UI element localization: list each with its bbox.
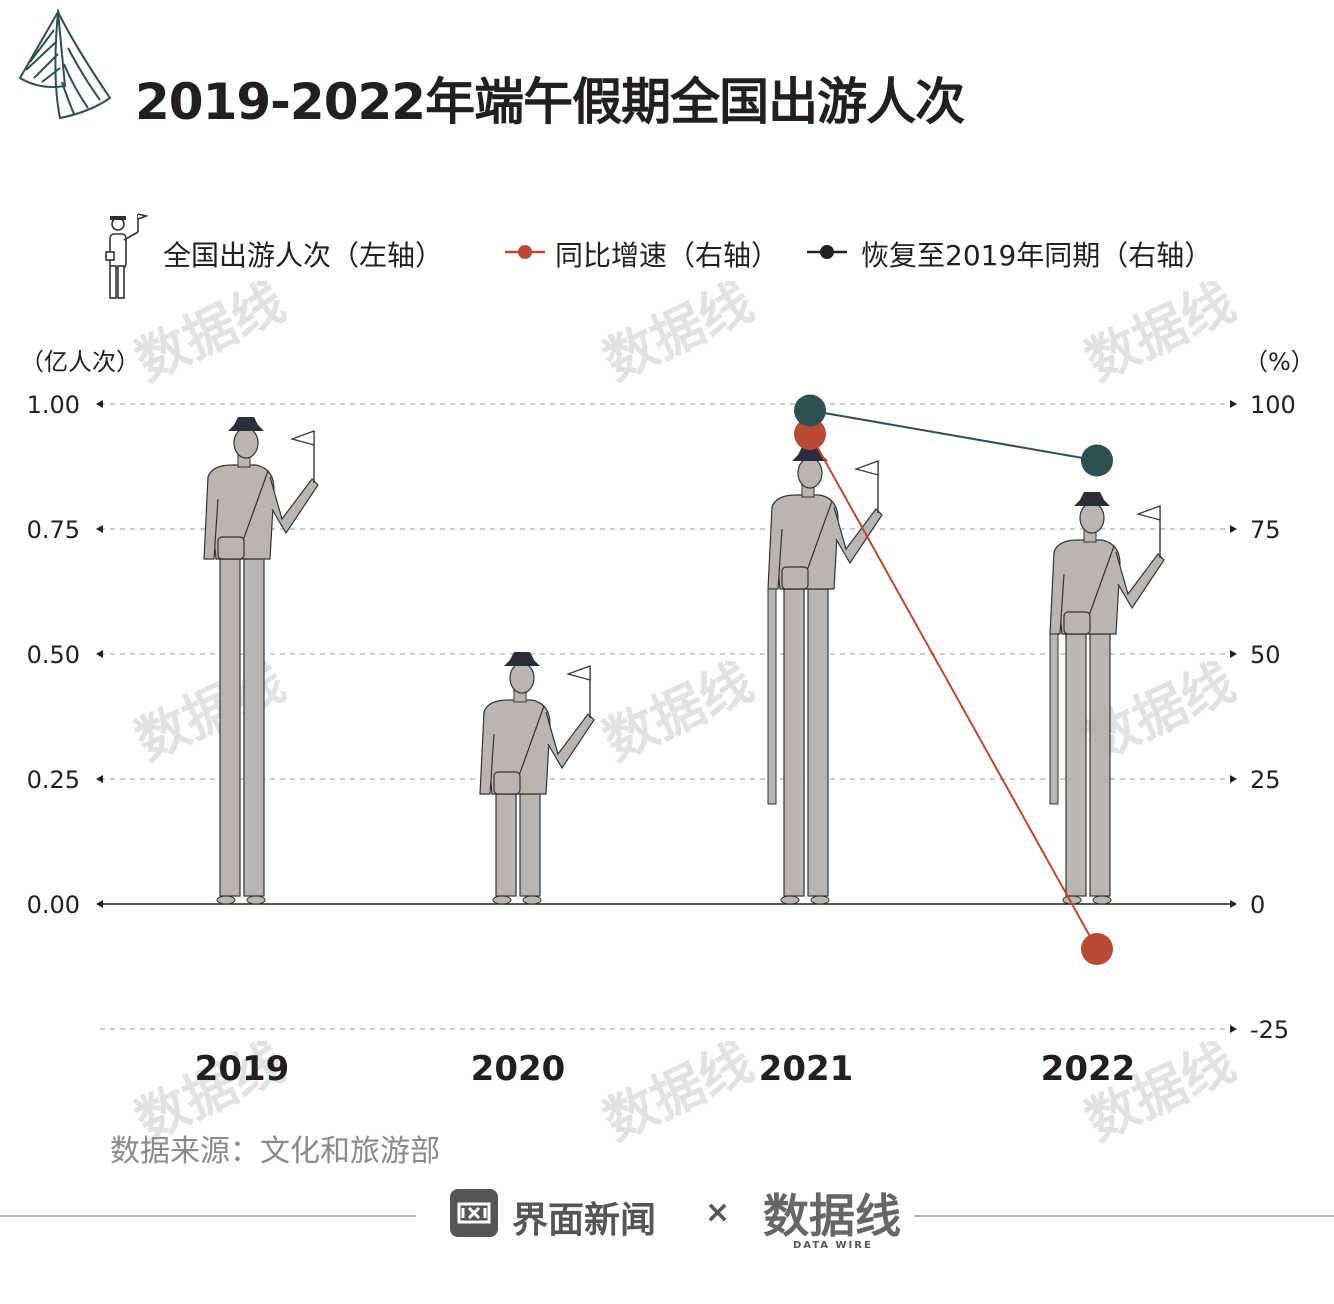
figure-bag (781, 566, 809, 590)
left-axis-unit: （亿人次） (20, 348, 140, 376)
figure-bag-strap (239, 470, 269, 550)
recovery-point (794, 394, 826, 427)
figure-bag-strap (803, 500, 833, 580)
growth-point (1081, 933, 1113, 965)
traveler-figure-2021 (767, 447, 883, 905)
right-tick-label: 25 (1250, 766, 1281, 794)
figure-head (797, 457, 823, 489)
left-tick-label: 0.75 (27, 516, 80, 544)
footer-divider-left (0, 1215, 416, 1217)
left-tick-label: 0.00 (27, 891, 80, 919)
figure-leg (1089, 633, 1111, 897)
axis-arrow-left (96, 525, 103, 533)
chart-plot: 0.00 0.25 0.50 0.75 1.00 -25 0 25 50 75 100 2019 2… (27, 391, 1296, 1089)
figure-leg (519, 793, 541, 897)
axis-arrow-left (96, 900, 103, 908)
figure-leg (783, 588, 805, 897)
figure-arm (203, 476, 219, 560)
figure-leg (243, 558, 265, 897)
legend-label-growth: 同比增速（右轴） (555, 239, 780, 272)
category-label: 2020 (471, 1049, 566, 1089)
brand-datawire-sub: DATA WIRE (793, 1240, 873, 1251)
axis-arrow-left (96, 775, 103, 783)
figure-foot (522, 895, 542, 905)
figure-hat (504, 652, 540, 666)
figure-bag (1063, 611, 1091, 635)
recovery-point (1081, 444, 1113, 477)
right-axis-unit: （%） (1244, 348, 1315, 376)
figure-hat (228, 417, 264, 431)
figure-foot (780, 895, 800, 905)
category-label: 2019 (195, 1049, 290, 1089)
right-tick-label: 0 (1250, 891, 1265, 919)
legend-label-recovery: 恢复至2019年同期（右轴） (861, 239, 1213, 272)
axis-arrow-right (1230, 775, 1237, 783)
figure-stilt-pole (767, 588, 777, 805)
figure-hat (1074, 492, 1110, 506)
legend-label-trips: 全国出游人次（左轴） (163, 239, 444, 272)
figure-foot (492, 895, 512, 905)
figure-head (509, 662, 535, 694)
zongzi-icon (18, 8, 112, 120)
chart-title: 2019-2022年端午假期全国出游人次 (135, 73, 965, 131)
figure-foot (1092, 895, 1112, 905)
figure-bag (493, 771, 521, 795)
axis-arrow-right (1230, 900, 1237, 908)
figure-leg (807, 588, 829, 897)
figure-bag (217, 536, 245, 560)
growth-line (809, 433, 1098, 950)
figure-leg (1065, 633, 1087, 897)
figure-head (1079, 502, 1105, 534)
right-tick-label: 100 (1250, 391, 1296, 419)
brand-times: × (705, 1195, 731, 1230)
recovery-line (809, 409, 1098, 462)
legend-growth-marker (505, 245, 545, 259)
traveler-figure-2022 (1049, 492, 1165, 905)
traveler-figure-2019 (203, 417, 319, 905)
figure-arm (833, 506, 883, 565)
figure-stilt-pole (1049, 633, 1059, 805)
data-source: 数据来源：文化和旅游部 (110, 1134, 440, 1169)
right-tick-label: -25 (1250, 1016, 1289, 1044)
figure-flag (290, 430, 315, 446)
left-tick-label: 1.00 (27, 391, 80, 419)
footer-divider-right (914, 1215, 1334, 1217)
figure-arm (479, 711, 495, 795)
category-label: 2021 (759, 1049, 854, 1089)
axis-arrow-right (1230, 400, 1237, 408)
legend-recovery-marker (807, 245, 847, 259)
figure-leg (495, 793, 517, 897)
traveler-figure-2020 (479, 652, 595, 905)
jiemian-logo-icon (450, 1189, 498, 1237)
axis-arrow-left (96, 650, 103, 658)
figure-leg (219, 558, 241, 897)
axis-arrow-left (96, 400, 103, 408)
figure-bag-strap (515, 705, 545, 785)
axis-arrow-right (1230, 1025, 1237, 1033)
figure-head (233, 427, 259, 459)
figure-arm (545, 711, 595, 770)
figure-foot (810, 895, 830, 905)
left-tick-label: 0.25 (27, 766, 80, 794)
figure-foot (216, 895, 236, 905)
figure-flag (566, 665, 591, 681)
right-tick-label: 50 (1250, 641, 1281, 669)
figure-arm (1115, 551, 1165, 610)
figure-flag (854, 460, 879, 476)
legend-figure-icon (105, 213, 148, 299)
figure-foot (246, 895, 266, 905)
right-tick-label: 75 (1250, 516, 1281, 544)
left-tick-label: 0.50 (27, 641, 80, 669)
brand-datawire: 数据线 (763, 1189, 901, 1243)
axis-arrow-right (1230, 525, 1237, 533)
category-label: 2022 (1041, 1049, 1136, 1089)
figure-flag (1136, 505, 1161, 521)
brand-jiemian: 界面新闻 (512, 1200, 657, 1241)
figure-bag-strap (1085, 545, 1115, 625)
figure-arm (269, 476, 319, 535)
axis-arrow-right (1230, 650, 1237, 658)
growth-point (794, 418, 826, 450)
